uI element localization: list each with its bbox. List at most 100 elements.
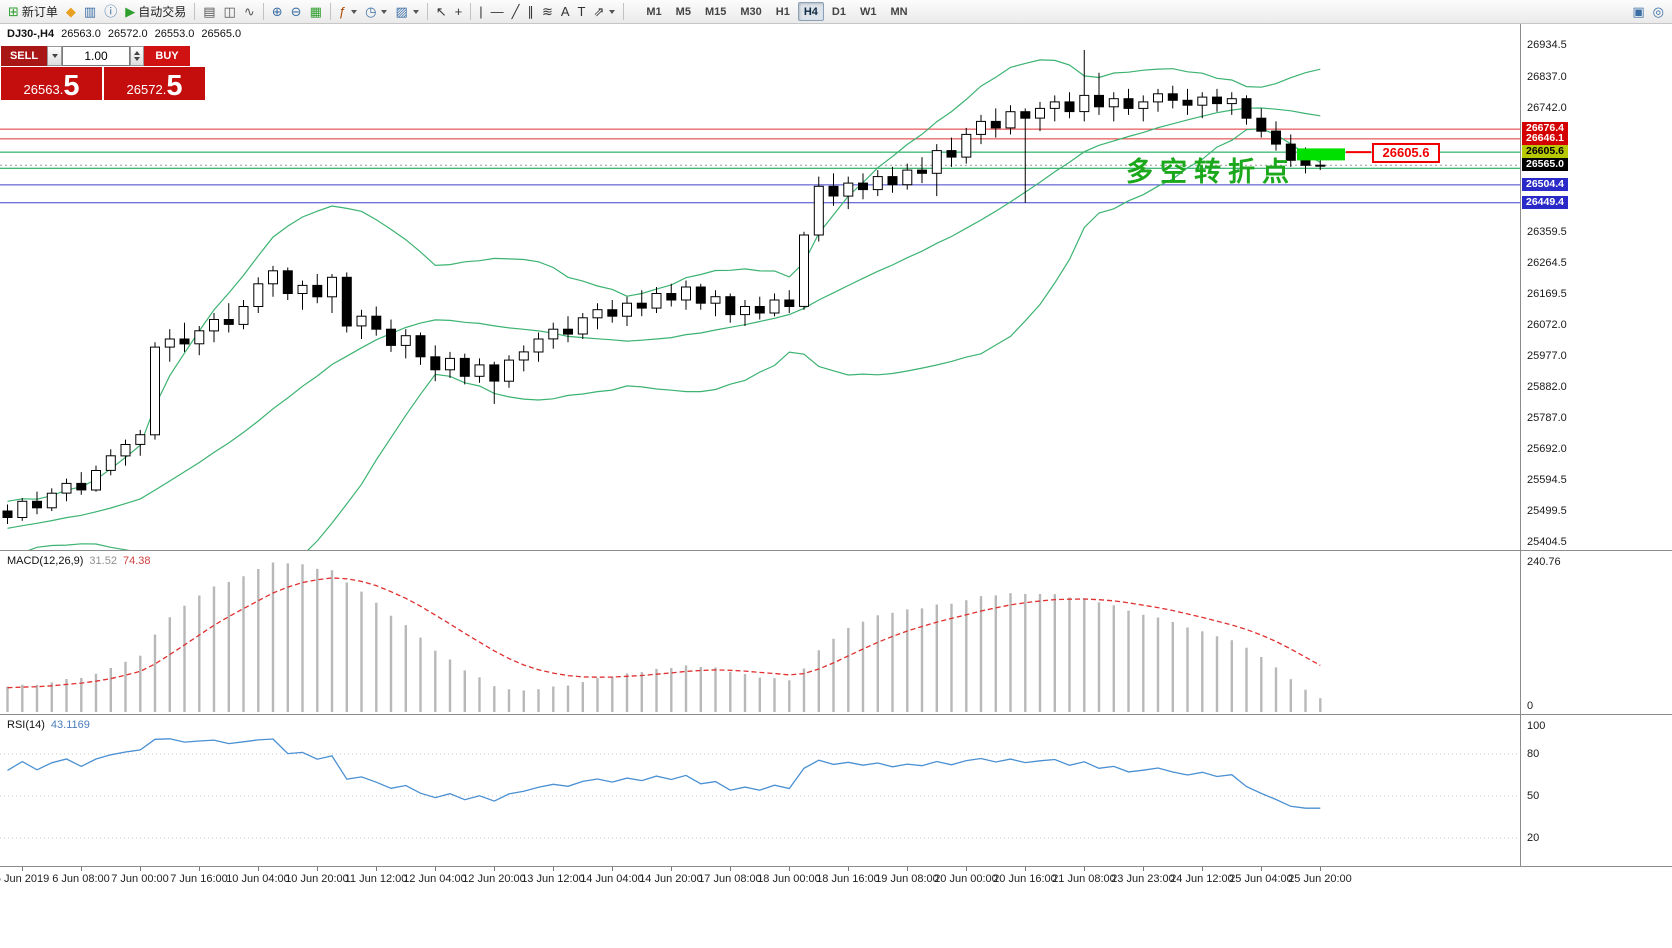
- timeframe-m1-button[interactable]: M1: [646, 5, 662, 18]
- text-button[interactable]: A: [557, 2, 574, 22]
- macd-chart-canvas[interactable]: [0, 552, 1520, 714]
- time-tick: [1320, 867, 1321, 871]
- close-value: 26565.0: [201, 28, 242, 40]
- time-axis-label: 17 Jun 08:00: [698, 873, 762, 885]
- time-axis-label: 13 Jun 12:00: [521, 873, 585, 885]
- line-chart-button[interactable]: ∿: [240, 2, 259, 22]
- trendline-button[interactable]: ╱: [508, 2, 524, 22]
- periods-button[interactable]: ◷: [361, 2, 391, 22]
- price-tag: 26605.6: [1522, 145, 1568, 158]
- profiles-button[interactable]: ◆: [62, 2, 80, 22]
- arrows-button[interactable]: ⇗: [589, 2, 619, 22]
- time-tick: [848, 867, 849, 871]
- new-chart-button[interactable]: ▣: [1628, 2, 1648, 22]
- low-value: 26553.0: [154, 28, 195, 40]
- new-order-button[interactable]: ⊞ 新订单: [4, 2, 62, 22]
- label-button[interactable]: T: [574, 2, 590, 22]
- autotrading-play-icon: ▶: [125, 4, 136, 19]
- time-axis-label: 10 Jun 04:00: [226, 873, 290, 885]
- sell-options-button[interactable]: [47, 46, 62, 66]
- time-tick: [730, 867, 731, 871]
- timeframe-h4-button[interactable]: H4: [797, 2, 824, 21]
- time-axis-label: 25 Jun 20:00: [1288, 873, 1352, 885]
- zoom-in-button[interactable]: ⊕: [268, 2, 287, 22]
- buy-price-big: 5: [166, 70, 183, 103]
- time-axis-label: 12 Jun 04:00: [403, 873, 467, 885]
- time-axis[interactable]: 5 Jun 2019 6 Jun 08:00 7 Jun 00:00 7 Jun 16…: [0, 867, 1672, 948]
- buy-button[interactable]: BUY: [144, 46, 190, 66]
- time-tick: [376, 867, 377, 871]
- time-tick: [1084, 867, 1085, 871]
- fibonacci-button[interactable]: ≋: [538, 2, 557, 22]
- time-tick: [1261, 867, 1262, 871]
- search-button[interactable]: ◎: [1649, 2, 1668, 22]
- time-tick: [966, 867, 967, 871]
- profiles-icon: ◆: [65, 4, 76, 19]
- timeframe-w1-button[interactable]: W1: [859, 5, 877, 18]
- timeframe-m15-button[interactable]: M15: [704, 5, 727, 18]
- text-icon: A: [560, 4, 570, 19]
- toolbar-separator: [194, 3, 196, 20]
- buy-price-panel[interactable]: 26572. 5: [104, 67, 205, 103]
- price-chart-canvas[interactable]: [0, 24, 1520, 550]
- price-tag: 26676.4: [1522, 122, 1568, 135]
- volume-stepper[interactable]: [130, 46, 144, 66]
- timeframe-mn-button[interactable]: MN: [890, 5, 908, 18]
- trendline-icon: ╱: [511, 4, 520, 19]
- fibonacci-icon: ≋: [541, 4, 553, 19]
- time-tick: [1025, 867, 1026, 871]
- time-tick: [1143, 867, 1144, 871]
- toolbar-separator: [623, 3, 625, 20]
- templates-button[interactable]: ▨: [391, 2, 422, 22]
- time-tick: [199, 867, 200, 871]
- timeframe-h1-button[interactable]: H1: [775, 5, 790, 18]
- vertical-line-button[interactable]: |: [475, 2, 486, 22]
- rsi-chart-canvas[interactable]: [0, 716, 1520, 866]
- timeframe-m5-button[interactable]: M5: [675, 5, 691, 18]
- buy-price-small: 26572.: [126, 82, 167, 97]
- annotation-text[interactable]: 多空转折点: [1126, 157, 1296, 187]
- time-tick: [317, 867, 318, 871]
- horizontal-line-button[interactable]: —: [487, 2, 508, 22]
- chevron-up-icon: [134, 51, 140, 55]
- autotrading-button[interactable]: ▶ 自动交易: [121, 2, 190, 22]
- time-axis-label: 20 Jun 16:00: [993, 873, 1057, 885]
- channel-button[interactable]: ∥: [523, 2, 538, 22]
- cursor-button[interactable]: ↖: [432, 2, 451, 22]
- zoom-in-icon: ⊕: [271, 4, 283, 19]
- arrow-objects-icon: ⇗: [593, 4, 605, 19]
- symbol-name: DJ30-,H4: [7, 28, 55, 40]
- templates-icon: ▨: [395, 4, 408, 19]
- candlestick-chart-button[interactable]: ◫: [220, 2, 240, 22]
- tile-windows-button[interactable]: ▦: [306, 2, 326, 22]
- bar-chart-button[interactable]: ▤: [199, 2, 219, 22]
- price-axis-label: 25692.0: [1527, 443, 1567, 455]
- dropdown-caret-icon: [351, 9, 358, 14]
- panel-splitter[interactable]: [0, 550, 1672, 551]
- time-axis-label: 7 Jun 00:00: [111, 873, 169, 885]
- market-watch-button[interactable]: ▥: [80, 2, 100, 22]
- price-axis-label: 25882.0: [1527, 381, 1567, 393]
- price-axis[interactable]: 26934.5 26837.0 26742.0 26359.5 26264.5 26169…: [1521, 0, 1672, 866]
- volume-input[interactable]: 1.00: [62, 46, 130, 66]
- time-tick: [1202, 867, 1203, 871]
- price-callout[interactable]: 26605.6: [1372, 143, 1440, 163]
- open-value: 26563.0: [61, 28, 101, 40]
- zoom-out-button[interactable]: ⊖: [287, 2, 306, 22]
- sell-button[interactable]: SELL: [1, 46, 47, 66]
- indicators-button[interactable]: ƒ: [335, 2, 361, 22]
- panel-splitter[interactable]: [0, 866, 1672, 867]
- macd-axis-label: 240.76: [1527, 556, 1561, 568]
- sell-price-panel[interactable]: 26563. 5: [1, 67, 102, 101]
- data-window-button[interactable]: ⓘ: [100, 2, 121, 22]
- new-order-button-label: 新订单: [21, 5, 58, 19]
- time-axis-label: 14 Jun 04:00: [580, 873, 644, 885]
- time-axis-label: 7 Jun 16:00: [170, 873, 228, 885]
- market-watch-icon: ▥: [83, 4, 97, 19]
- time-axis-label: 11 Jun 12:00: [344, 873, 408, 885]
- timeframe-d1-button[interactable]: D1: [831, 5, 846, 18]
- panel-splitter[interactable]: [0, 714, 1672, 715]
- timeframe-m30-button[interactable]: M30: [740, 5, 762, 18]
- crosshair-button[interactable]: +: [451, 2, 467, 22]
- candlestick-icon: ◫: [223, 4, 236, 19]
